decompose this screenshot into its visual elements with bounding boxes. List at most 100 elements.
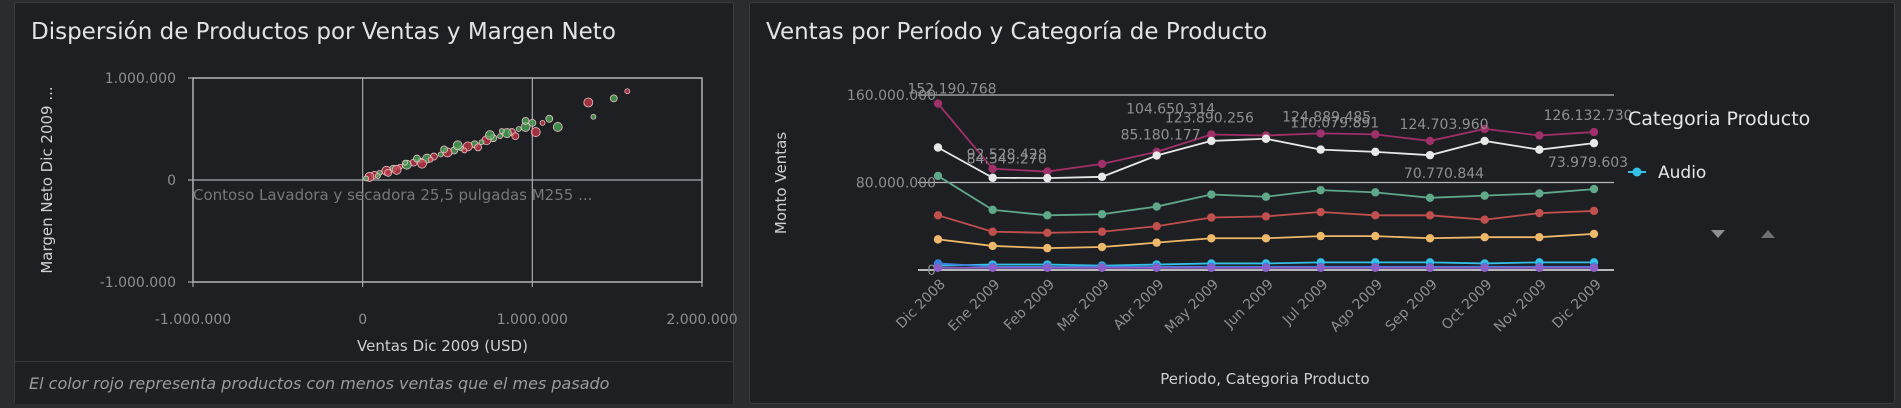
series-point [1425, 263, 1435, 273]
scatter-point [452, 140, 463, 151]
series-point [1371, 211, 1380, 220]
series-point [1480, 263, 1489, 273]
series-point [988, 173, 997, 182]
scatter-point [363, 175, 369, 182]
scatter-point [402, 159, 408, 166]
scatter-point [624, 88, 631, 95]
series-point [1480, 124, 1489, 134]
y-tick-label: 160.000.000 [847, 88, 936, 104]
scatter-point [417, 158, 427, 169]
series-point [1535, 145, 1544, 154]
scatter-footer: El color rojo representa productos con m… [15, 361, 733, 404]
x-tick-label: Feb 2009 [1001, 277, 1058, 334]
x-tick-label: Nov 2009 [1491, 277, 1550, 336]
x-tick-label: Jul 2009 [1279, 277, 1331, 329]
y-tick-label: -1.000.000 [100, 275, 176, 291]
series-point [1480, 215, 1489, 224]
data-label: 85.180.177 [1121, 128, 1201, 144]
series-point [933, 99, 943, 108]
legend-scroll-up-icon[interactable] [1761, 230, 1775, 238]
series-point [1371, 263, 1380, 273]
y-axis-title: Margen Neto Dic 2009 ... [38, 86, 56, 273]
series-point [1152, 222, 1161, 231]
scatter-point [498, 128, 505, 134]
scatter-point [552, 122, 563, 132]
scatter-point [590, 113, 597, 120]
legend-title: Categoria Producto [1628, 108, 1810, 130]
x-axis-title: Periodo, Categoria Producto [1160, 370, 1369, 388]
legend-scroll-down-icon[interactable] [1711, 230, 1725, 238]
series-point [933, 211, 943, 220]
x-tick-label: 1.000.000 [497, 312, 568, 328]
series-point [1371, 188, 1380, 197]
scatter-point [437, 151, 444, 158]
series-point [1480, 191, 1489, 200]
scatter-point [521, 116, 530, 125]
series-point [1589, 229, 1599, 239]
series-point [1152, 151, 1161, 160]
scatter-point [539, 119, 546, 126]
x-tick-label: Ago 2009 [1327, 277, 1386, 336]
series-point [1152, 263, 1161, 273]
y-axis-title: Monto Ventas [772, 132, 790, 234]
x-tick-label: Sep 2009 [1383, 277, 1441, 335]
data-label: 84.349.270 [967, 152, 1047, 168]
scatter-point [478, 139, 485, 146]
series-point [1097, 210, 1107, 219]
series-point [1535, 131, 1544, 140]
scatter-point [427, 156, 434, 163]
series-point [988, 263, 997, 273]
x-tick-label: Dic 2009 [1549, 277, 1604, 332]
scatter-point [609, 94, 618, 103]
series-point [1425, 193, 1435, 203]
scatter-point [497, 133, 503, 140]
scatter-panel: Dispersión de Productos por Ventas y Mar… [14, 2, 734, 404]
series-point [1316, 185, 1325, 195]
series-point [1589, 206, 1599, 216]
series-point [1589, 263, 1599, 273]
series-point [1425, 234, 1435, 243]
data-label: 70.770.844 [1404, 166, 1484, 182]
scatter-point [384, 168, 393, 177]
series-point [988, 205, 997, 215]
series-point [1043, 243, 1052, 253]
series-point [1207, 213, 1216, 222]
scatter-point [545, 114, 554, 123]
series-point [1043, 211, 1052, 220]
data-label: 110.079.891 [1290, 116, 1379, 132]
x-axis-title: Ventas Dic 2009 (USD) [357, 337, 528, 355]
data-label: 124.703.960 [1399, 117, 1488, 133]
x-tick-label: 2.000.000 [666, 312, 737, 328]
data-label: 123.890.256 [1165, 110, 1254, 126]
series-point [1261, 192, 1271, 201]
series-point [1097, 242, 1107, 252]
series-point [1152, 238, 1161, 247]
data-label: 126.132.730 [1543, 108, 1632, 124]
scatter-point [375, 173, 381, 179]
scatter-annotation: Contoso Lavadora y secadora 25,5 pulgada… [193, 186, 592, 204]
series-point [933, 143, 943, 152]
series-point [1261, 134, 1271, 143]
series-point [1097, 172, 1107, 182]
line-title: Ventas por Período y Categoría de Produc… [766, 19, 1268, 45]
scatter-point [485, 130, 495, 141]
series-point [1535, 208, 1544, 218]
x-tick-label: 0 [358, 312, 367, 328]
y-tick-label: 1.000.000 [105, 71, 176, 87]
series-point [1043, 167, 1052, 176]
series-point [1316, 231, 1325, 241]
series-point [1207, 190, 1216, 199]
scatter-title: Dispersión de Productos por Ventas y Mar… [31, 19, 616, 45]
series-point [1097, 159, 1107, 169]
data-label: 73.979.603 [1548, 155, 1628, 171]
series-point [1316, 145, 1325, 154]
series-point [1589, 127, 1599, 137]
series-point [1316, 129, 1325, 138]
series-point [933, 171, 943, 181]
series-point [988, 164, 997, 173]
legend-marker-audio [1632, 167, 1642, 177]
series-point [1261, 234, 1271, 243]
legend-item-audio: Audio [1658, 163, 1706, 183]
x-tick-label: Ene 2009 [945, 277, 1003, 335]
